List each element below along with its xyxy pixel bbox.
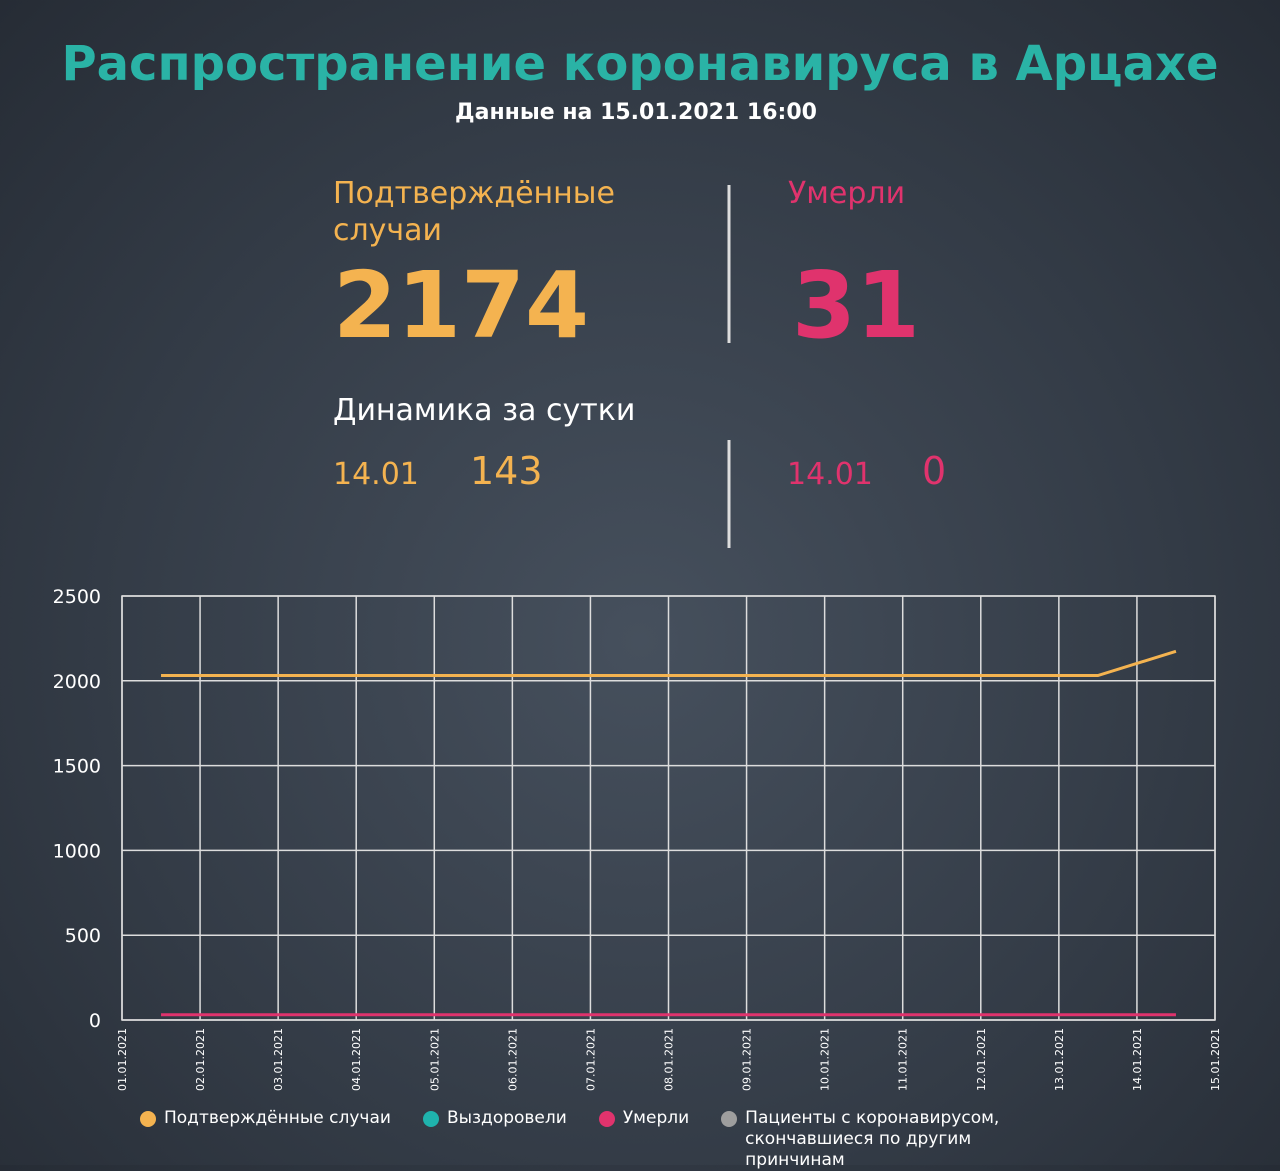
daily-value: 0 [922,449,946,493]
x-tick-label: 12.01.2021 [975,1028,988,1091]
legend-label: Выздоровели [446,1108,567,1128]
daily-date: 14.01 [787,457,873,492]
title: Распространение коронавируса в Арцахе [61,36,1218,92]
daily-title: Динамика за сутки [333,393,635,428]
daily-date: 14.01 [333,457,419,492]
series-line [161,649,1177,678]
legend-item: Выздоровели [422,1108,567,1171]
confirmed-label: Подтверждённые [333,176,615,211]
x-tick-label: 06.01.2021 [506,1028,519,1091]
confirmed-label: случаи [333,213,442,248]
x-tick-label: 04.01.2021 [350,1028,363,1091]
x-tick-label: 10.01.2021 [819,1028,832,1091]
subtitle: Данные на 15.01.2021 16:00 [455,100,817,125]
x-tick-label: 05.01.2021 [428,1028,441,1091]
infographic: Распространение коронавируса в Арцахе Да… [53,36,1222,1091]
deaths-value: 31 [792,252,920,359]
legend-item: Пациенты с коронавирусом, скончавшиеся п… [721,1108,1070,1171]
y-tick-label: 1000 [53,840,101,862]
y-tick-label: 1500 [53,756,101,778]
legend-label: Подтверждённые случаи [164,1108,391,1128]
y-tick-label: 2500 [53,586,101,608]
legend-swatch [721,1111,738,1127]
legend-swatch [598,1111,615,1127]
x-tick-label: 01.01.2021 [116,1028,129,1091]
legend-label: Пациенты с коронавирусом, скончавшиеся п… [745,1108,1000,1170]
legend: Подтверждённые случаи Выздоровели Умерли Па… [140,1108,1102,1171]
legend-item: Умерли [598,1108,690,1171]
legend-label: Умерли [622,1108,690,1128]
y-tick-label: 500 [65,925,101,947]
x-tick-label: 15.01.2021 [1209,1028,1222,1091]
x-tick-label: 11.01.2021 [897,1028,910,1091]
confirmed-value: 2174 [333,252,589,359]
x-tick-label: 03.01.2021 [272,1028,285,1091]
x-tick-label: 14.01.2021 [1131,1028,1144,1091]
y-tick-label: 2000 [53,671,101,693]
deaths-label: Умерли [788,176,905,211]
y-tick-label: 0 [89,1010,101,1032]
daily-value: 143 [470,449,543,493]
x-tick-label: 13.01.2021 [1053,1028,1066,1091]
x-tick-label: 09.01.2021 [741,1028,754,1091]
legend-swatch [422,1111,439,1127]
x-tick-label: 08.01.2021 [663,1028,676,1091]
x-tick-label: 07.01.2021 [584,1028,597,1091]
legend-swatch [140,1111,156,1127]
legend-item: Подтверждённые случаи [140,1108,391,1171]
x-tick-label: 02.01.2021 [194,1028,207,1091]
